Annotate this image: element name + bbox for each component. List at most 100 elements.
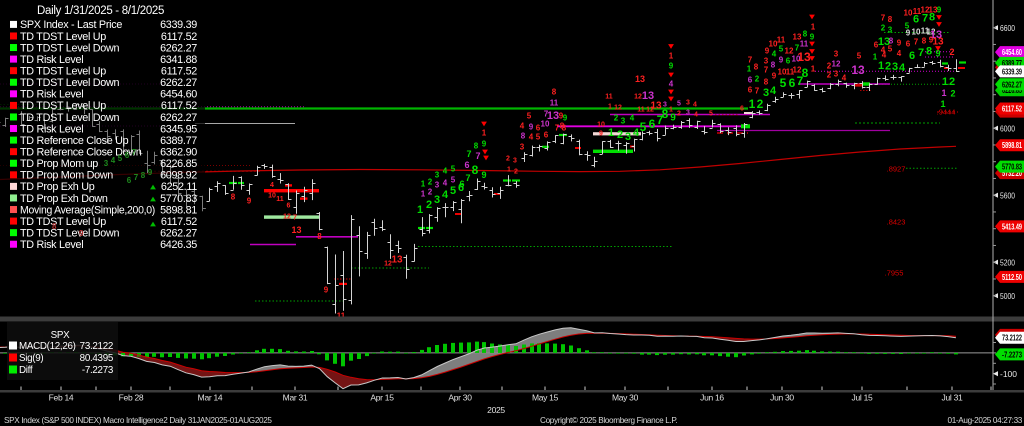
svg-text:7: 7 (881, 14, 886, 23)
svg-text:Feb 14: Feb 14 (49, 393, 74, 403)
svg-text:4: 4 (772, 50, 777, 59)
svg-text:2: 2 (827, 71, 832, 80)
svg-text:7: 7 (293, 215, 297, 222)
svg-text:1: 1 (669, 52, 674, 61)
svg-text:5732.20: 5732.20 (1002, 168, 1022, 178)
svg-text:1: 1 (421, 190, 426, 199)
svg-text:2: 2 (428, 178, 433, 187)
svg-text:6: 6 (913, 14, 919, 26)
svg-text:6262.27: 6262.27 (160, 112, 197, 124)
svg-text:12: 12 (927, 28, 936, 37)
svg-text:-7.2273: -7.2273 (1002, 349, 1022, 359)
svg-text:TD Prop Exh Down: TD Prop Exh Down (20, 193, 108, 205)
svg-text:9: 9 (247, 197, 252, 206)
svg-text:13: 13 (932, 37, 944, 48)
svg-text:9: 9 (324, 286, 329, 295)
svg-text:TD TDST Level Down: TD TDST Level Down (20, 112, 120, 124)
svg-text:TD TDST Level Up: TD TDST Level Up (20, 65, 106, 77)
svg-text:6: 6 (789, 76, 796, 90)
svg-text:11: 11 (786, 68, 795, 77)
svg-text:2: 2 (755, 75, 760, 84)
svg-text:5898.81: 5898.81 (160, 204, 197, 216)
svg-text:3: 3 (888, 26, 893, 35)
svg-text:.7955: .7955 (885, 269, 904, 278)
svg-text:6: 6 (459, 179, 464, 189)
svg-text:6: 6 (906, 40, 911, 49)
svg-text:11: 11 (550, 99, 559, 108)
svg-text:4: 4 (899, 62, 906, 74)
svg-text:4: 4 (693, 102, 697, 109)
svg-text:13: 13 (391, 255, 403, 266)
svg-text:5898.81: 5898.81 (1002, 140, 1022, 150)
svg-text:6: 6 (127, 176, 132, 185)
svg-text:7: 7 (132, 148, 137, 157)
svg-text:7: 7 (795, 44, 800, 53)
svg-text:Jul 15: Jul 15 (852, 393, 873, 403)
svg-text:Mar 31: Mar 31 (283, 393, 308, 403)
svg-text:6341.88: 6341.88 (160, 54, 197, 66)
svg-text:1: 1 (873, 53, 878, 62)
svg-text:5000: 5000 (1000, 291, 1015, 301)
svg-text:12: 12 (614, 105, 622, 112)
svg-text:4: 4 (897, 49, 902, 58)
svg-text:8: 8 (803, 30, 808, 39)
svg-text:2: 2 (677, 111, 681, 118)
svg-text:1: 1 (608, 104, 612, 111)
svg-text:5: 5 (780, 76, 787, 90)
svg-text:13: 13 (291, 225, 301, 235)
svg-text:80.4395: 80.4395 (80, 353, 114, 364)
svg-text:5770.83: 5770.83 (160, 193, 197, 205)
svg-text:Apr 15: Apr 15 (370, 393, 394, 403)
svg-text:Mar 14: Mar 14 (198, 393, 223, 403)
svg-text:6339.39: 6339.39 (1002, 66, 1022, 76)
svg-text:6: 6 (786, 57, 791, 66)
svg-text:TD Risk Level: TD Risk Level (20, 89, 83, 101)
svg-text:2: 2 (506, 156, 510, 163)
svg-text:Jun 30: Jun 30 (770, 393, 794, 403)
svg-text:1: 1 (608, 127, 614, 139)
svg-text:6: 6 (748, 86, 753, 95)
svg-text:9: 9 (482, 140, 487, 149)
svg-text:6117.52: 6117.52 (161, 100, 197, 112)
svg-text:1: 1 (747, 65, 752, 74)
svg-text:4: 4 (633, 127, 640, 139)
svg-text:12: 12 (634, 94, 642, 101)
svg-text:10: 10 (912, 28, 921, 37)
svg-text:9: 9 (670, 113, 676, 124)
svg-text:10: 10 (792, 55, 801, 64)
svg-text:6226.85: 6226.85 (160, 158, 197, 170)
svg-text:8: 8 (888, 15, 893, 24)
svg-text:13: 13 (851, 63, 865, 77)
svg-text:1: 1 (417, 204, 423, 216)
svg-text:13: 13 (929, 6, 938, 15)
svg-text:12: 12 (384, 261, 392, 268)
svg-text:4: 4 (694, 112, 698, 119)
svg-text:5770.83: 5770.83 (1002, 162, 1022, 172)
svg-text:6: 6 (287, 203, 291, 210)
svg-text:3: 3 (834, 70, 839, 79)
svg-text:6117.52: 6117.52 (161, 65, 197, 77)
svg-text:11: 11 (337, 312, 346, 321)
svg-text:8: 8 (662, 107, 669, 121)
svg-text:8: 8 (562, 124, 567, 133)
svg-text:13: 13 (642, 90, 654, 102)
svg-text:13: 13 (547, 110, 559, 122)
svg-text:73.2122: 73.2122 (80, 341, 113, 352)
svg-text:6454.60: 6454.60 (160, 89, 197, 101)
svg-text:7: 7 (914, 38, 919, 47)
svg-text:May 30: May 30 (612, 393, 639, 403)
svg-text:6117.52: 6117.52 (161, 31, 197, 43)
svg-text:2: 2 (514, 169, 518, 176)
svg-text:13: 13 (635, 74, 645, 84)
svg-text:Diff: Diff (19, 365, 33, 376)
svg-text:9: 9 (906, 29, 911, 38)
svg-text:2: 2 (949, 47, 954, 57)
svg-text:1: 1 (507, 167, 511, 174)
svg-text:6362.90: 6362.90 (160, 146, 197, 158)
svg-text:3: 3 (621, 117, 626, 126)
svg-text:2: 2 (757, 97, 764, 111)
svg-text:12: 12 (921, 6, 930, 15)
svg-text:6: 6 (748, 76, 753, 85)
svg-text:TD TDST Level Down: TD TDST Level Down (20, 227, 120, 239)
svg-text:8: 8 (560, 122, 565, 131)
